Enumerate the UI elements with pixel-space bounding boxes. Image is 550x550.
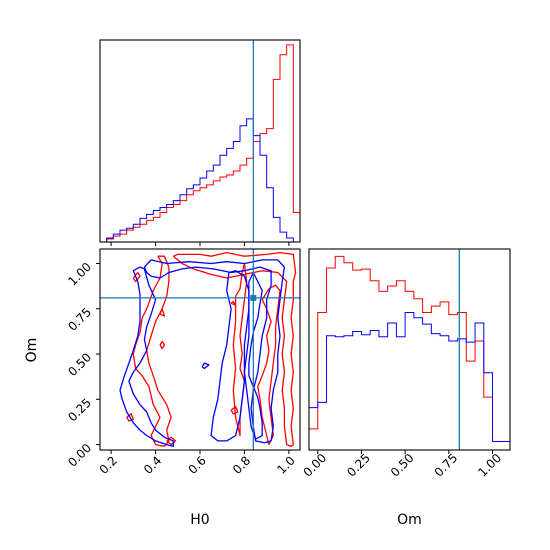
om-axis-label: Om [24, 338, 40, 363]
contour-blue [243, 272, 263, 440]
h0-histogram-series [100, 44, 301, 243]
h0-histogram-blue-step [100, 118, 300, 243]
contour-blue [143, 259, 286, 444]
contour-red [230, 300, 237, 306]
om-histogram-axis-label: Om [397, 512, 422, 528]
contour-red [230, 405, 239, 415]
contour-blue [201, 362, 210, 370]
om-histogram-red-step [308, 255, 511, 450]
om-histogram-series [308, 255, 511, 450]
h0-histogram-ticks [110, 242, 290, 246]
contour-red [132, 255, 172, 448]
contour-red [132, 271, 141, 283]
om-histogram-blue-step [308, 311, 511, 450]
h0-axis-label: H0 [190, 512, 209, 528]
contour-red [126, 413, 134, 422]
contour-red [159, 340, 166, 350]
h0-om-contours [119, 251, 297, 448]
om-histogram-frame [308, 248, 511, 451]
contour-red [232, 262, 248, 437]
truth-marker [250, 294, 257, 301]
h0-histogram-panel [99, 39, 301, 246]
contour-red [172, 251, 297, 448]
contour-red [159, 308, 166, 317]
contour-blue [119, 266, 174, 448]
contour-red [166, 436, 177, 446]
